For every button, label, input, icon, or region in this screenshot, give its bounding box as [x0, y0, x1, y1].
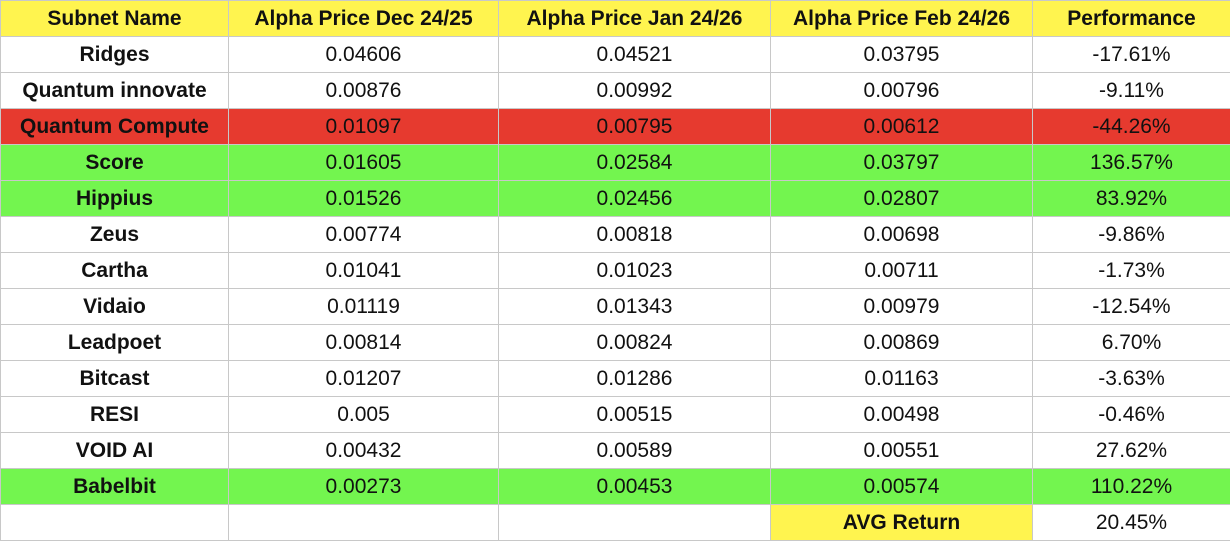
- cell-alpha-price-jan[interactable]: 0.00992: [498, 72, 771, 109]
- table-row: VOID AI 0.00432 0.00589 0.00551 27.62%: [0, 432, 1230, 469]
- cell-alpha-price-jan[interactable]: 0.00818: [498, 216, 771, 253]
- header-performance[interactable]: Performance: [1032, 0, 1230, 37]
- cell-alpha-price-feb[interactable]: 0.00498: [770, 396, 1033, 433]
- cell-performance[interactable]: -44.26%: [1032, 108, 1230, 145]
- table-row: Leadpoet 0.00814 0.00824 0.00869 6.70%: [0, 324, 1230, 361]
- cell-performance[interactable]: -12.54%: [1032, 288, 1230, 325]
- cell-subnet-name[interactable]: RESI: [0, 396, 229, 433]
- cell-alpha-price-dec[interactable]: 0.00432: [228, 432, 499, 469]
- header-alpha-price-feb[interactable]: Alpha Price Feb 24/26: [770, 0, 1033, 37]
- cell-alpha-price-feb[interactable]: 0.00574: [770, 468, 1033, 505]
- empty-cell[interactable]: [0, 504, 229, 541]
- table-row: Ridges 0.04606 0.04521 0.03795 -17.61%: [0, 36, 1230, 73]
- cell-subnet-name[interactable]: Vidaio: [0, 288, 229, 325]
- cell-alpha-price-dec[interactable]: 0.005: [228, 396, 499, 433]
- cell-alpha-price-jan[interactable]: 0.04521: [498, 36, 771, 73]
- cell-subnet-name[interactable]: Ridges: [0, 36, 229, 73]
- cell-performance[interactable]: -9.86%: [1032, 216, 1230, 253]
- cell-subnet-name[interactable]: Hippius: [0, 180, 229, 217]
- table-row: Cartha 0.01041 0.01023 0.00711 -1.73%: [0, 252, 1230, 289]
- cell-performance[interactable]: -0.46%: [1032, 396, 1230, 433]
- cell-alpha-price-dec[interactable]: 0.01526: [228, 180, 499, 217]
- cell-alpha-price-feb[interactable]: 0.02807: [770, 180, 1033, 217]
- cell-performance[interactable]: 136.57%: [1032, 144, 1230, 181]
- cell-subnet-name[interactable]: Zeus: [0, 216, 229, 253]
- cell-alpha-price-jan[interactable]: 0.01023: [498, 252, 771, 289]
- table-row: Quantum innovate 0.00876 0.00992 0.00796 -9.…: [0, 72, 1230, 109]
- empty-cell[interactable]: [228, 504, 499, 541]
- avg-return-value[interactable]: 20.45%: [1032, 504, 1230, 541]
- cell-alpha-price-feb[interactable]: 0.03795: [770, 36, 1033, 73]
- cell-alpha-price-feb[interactable]: 0.00711: [770, 252, 1033, 289]
- cell-alpha-price-dec[interactable]: 0.01605: [228, 144, 499, 181]
- cell-alpha-price-feb[interactable]: 0.00869: [770, 324, 1033, 361]
- empty-cell[interactable]: [498, 504, 771, 541]
- cell-alpha-price-feb[interactable]: 0.00979: [770, 288, 1033, 325]
- header-alpha-price-dec[interactable]: Alpha Price Dec 24/25: [228, 0, 499, 37]
- cell-alpha-price-dec[interactable]: 0.00814: [228, 324, 499, 361]
- cell-performance[interactable]: -9.11%: [1032, 72, 1230, 109]
- table-row: RESI 0.005 0.00515 0.00498 -0.46%: [0, 396, 1230, 433]
- summary-row: AVG Return 20.45%: [0, 504, 1230, 541]
- cell-alpha-price-dec[interactable]: 0.01041: [228, 252, 499, 289]
- cell-alpha-price-feb[interactable]: 0.00551: [770, 432, 1033, 469]
- cell-alpha-price-dec[interactable]: 0.04606: [228, 36, 499, 73]
- cell-alpha-price-jan[interactable]: 0.02584: [498, 144, 771, 181]
- cell-alpha-price-jan[interactable]: 0.01286: [498, 360, 771, 397]
- cell-alpha-price-jan[interactable]: 0.01343: [498, 288, 771, 325]
- cell-performance[interactable]: -1.73%: [1032, 252, 1230, 289]
- cell-subnet-name[interactable]: VOID AI: [0, 432, 229, 469]
- cell-performance[interactable]: -3.63%: [1032, 360, 1230, 397]
- cell-alpha-price-jan[interactable]: 0.02456: [498, 180, 771, 217]
- header-row: Subnet Name Alpha Price Dec 24/25 Alpha …: [0, 0, 1230, 37]
- table-row: Bitcast 0.01207 0.01286 0.01163 -3.63%: [0, 360, 1230, 397]
- header-subnet-name[interactable]: Subnet Name: [0, 0, 229, 37]
- cell-performance[interactable]: -17.61%: [1032, 36, 1230, 73]
- cell-alpha-price-jan[interactable]: 0.00453: [498, 468, 771, 505]
- cell-subnet-name[interactable]: Babelbit: [0, 468, 229, 505]
- cell-subnet-name[interactable]: Score: [0, 144, 229, 181]
- table-row: Vidaio 0.01119 0.01343 0.00979 -12.54%: [0, 288, 1230, 325]
- cell-performance[interactable]: 27.62%: [1032, 432, 1230, 469]
- cell-alpha-price-jan[interactable]: 0.00515: [498, 396, 771, 433]
- cell-alpha-price-feb[interactable]: 0.00796: [770, 72, 1033, 109]
- cell-alpha-price-dec[interactable]: 0.00876: [228, 72, 499, 109]
- cell-alpha-price-jan[interactable]: 0.00589: [498, 432, 771, 469]
- cell-subnet-name[interactable]: Quantum Compute: [0, 108, 229, 145]
- table-row: Babelbit 0.00273 0.00453 0.00574 110.22%: [0, 468, 1230, 505]
- table-row: Score 0.01605 0.02584 0.03797 136.57%: [0, 144, 1230, 181]
- cell-subnet-name[interactable]: Quantum innovate: [0, 72, 229, 109]
- cell-alpha-price-dec[interactable]: 0.01097: [228, 108, 499, 145]
- cell-alpha-price-jan[interactable]: 0.00824: [498, 324, 771, 361]
- table-row: Quantum Compute 0.01097 0.00795 0.00612 -44.…: [0, 108, 1230, 145]
- cell-subnet-name[interactable]: Bitcast: [0, 360, 229, 397]
- cell-alpha-price-feb[interactable]: 0.00698: [770, 216, 1033, 253]
- cell-alpha-price-feb[interactable]: 0.03797: [770, 144, 1033, 181]
- cell-performance[interactable]: 6.70%: [1032, 324, 1230, 361]
- cell-alpha-price-dec[interactable]: 0.00273: [228, 468, 499, 505]
- cell-alpha-price-feb[interactable]: 0.01163: [770, 360, 1033, 397]
- cell-subnet-name[interactable]: Leadpoet: [0, 324, 229, 361]
- cell-alpha-price-jan[interactable]: 0.00795: [498, 108, 771, 145]
- cell-performance[interactable]: 83.92%: [1032, 180, 1230, 217]
- cell-alpha-price-dec[interactable]: 0.01119: [228, 288, 499, 325]
- cell-alpha-price-feb[interactable]: 0.00612: [770, 108, 1033, 145]
- table-row: Zeus 0.00774 0.00818 0.00698 -9.86%: [0, 216, 1230, 253]
- cell-alpha-price-dec[interactable]: 0.01207: [228, 360, 499, 397]
- avg-return-label[interactable]: AVG Return: [770, 504, 1033, 541]
- cell-alpha-price-dec[interactable]: 0.00774: [228, 216, 499, 253]
- header-alpha-price-jan[interactable]: Alpha Price Jan 24/26: [498, 0, 771, 37]
- table-row: Hippius 0.01526 0.02456 0.02807 83.92%: [0, 180, 1230, 217]
- cell-subnet-name[interactable]: Cartha: [0, 252, 229, 289]
- cell-performance[interactable]: 110.22%: [1032, 468, 1230, 505]
